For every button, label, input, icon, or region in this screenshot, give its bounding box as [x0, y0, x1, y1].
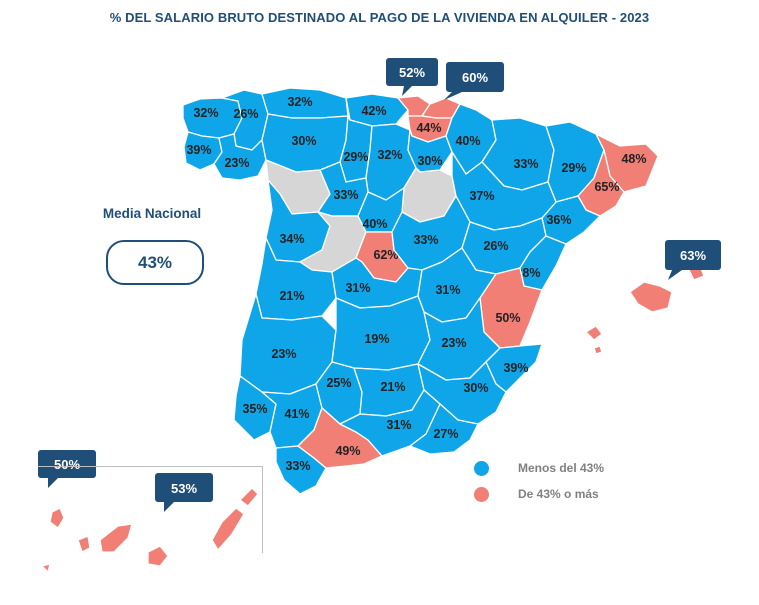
legend-label: De 43% o más: [518, 487, 599, 501]
province-label: 49%: [335, 444, 360, 458]
province-valencia[interactable]: 50%: [479, 267, 543, 349]
province-label: 33%: [285, 459, 310, 473]
province-label: 30%: [417, 154, 442, 168]
legend-dot-icon: [474, 487, 489, 502]
province-asturias[interactable]: 32%: [261, 87, 349, 119]
province-huelva[interactable]: 35%: [233, 375, 277, 441]
province-la-rioja[interactable]: 30%: [407, 129, 453, 173]
province-label: 62%: [373, 248, 398, 262]
province-label: 30%: [291, 134, 316, 148]
province-label: 33%: [333, 188, 358, 202]
province-label: 48%: [621, 152, 646, 166]
province-label: 35%: [242, 402, 267, 416]
province-las-palmas[interactable]: [147, 487, 259, 567]
province-badajoz[interactable]: 23%: [239, 293, 337, 395]
province-tarragona[interactable]: 36%: [541, 195, 601, 245]
callout-santa-cruz-de-tenerife: 50%: [38, 450, 96, 488]
map-title: % DEL SALARIO BRUTO DESTINADO AL PAGO DE…: [109, 10, 650, 25]
province-label: 31%: [435, 283, 460, 297]
callout-gipuzkoa: 60%: [444, 62, 504, 100]
province-label: 26%: [483, 239, 508, 253]
province-label: 41%: [284, 407, 309, 421]
province-label: 23%: [271, 347, 296, 361]
canary-islands-frame: [38, 466, 263, 553]
province-label: 27%: [433, 427, 458, 441]
province-label: 23%: [441, 336, 466, 350]
province-label: 44%: [416, 121, 441, 135]
svg-text:53%: 53%: [171, 481, 197, 496]
province-ciudad-real[interactable]: 19%: [331, 295, 431, 371]
province-label: 26%: [233, 107, 258, 121]
media-nacional-value: 43%: [106, 240, 204, 285]
province-label: 33%: [413, 233, 438, 247]
province-caceres[interactable]: 21%: [255, 237, 337, 321]
province-label: 39%: [186, 143, 211, 157]
province-label: 32%: [193, 106, 218, 120]
province-label: 36%: [546, 213, 571, 227]
province-valladolid[interactable]: 33%: [317, 161, 369, 217]
svg-text:60%: 60%: [462, 70, 488, 85]
province-burgos[interactable]: 32%: [365, 123, 417, 201]
province-lugo[interactable]: 26%: [221, 89, 269, 151]
svg-text:63%: 63%: [680, 248, 706, 263]
province-santa-cruz-de-tenerife[interactable]: [41, 507, 133, 573]
province-label: 33%: [513, 157, 538, 171]
media-nacional-label: Media Nacional: [102, 206, 202, 221]
province-label: 31%: [386, 418, 411, 432]
province-label: 39%: [503, 361, 528, 375]
province-malaga[interactable]: 49%: [297, 407, 383, 469]
province-label: 40%: [362, 217, 387, 231]
province-label: 32%: [377, 148, 402, 162]
province-pontevedra[interactable]: 39%: [183, 131, 223, 171]
province-label: 50%: [495, 311, 520, 325]
province-label: 37%: [469, 189, 494, 203]
callout-illes-balears: 63%: [665, 240, 721, 280]
province-a-coruna[interactable]: 32%: [182, 97, 243, 139]
province-ourense[interactable]: 23%: [213, 133, 267, 181]
province-label: 21%: [380, 380, 405, 394]
province-label: 42%: [361, 104, 386, 118]
svg-text:50%: 50%: [54, 457, 80, 472]
province-label: 32%: [287, 95, 312, 109]
province-segovia[interactable]: 40%: [357, 187, 405, 233]
callout-bizkaia: 52%: [386, 58, 438, 96]
legend-label: Menos del 43%: [518, 461, 605, 475]
province-label: 29%: [343, 150, 368, 164]
province-label: 29%: [561, 161, 586, 175]
callout-las-palmas: 53%: [155, 473, 213, 512]
svg-text:52%: 52%: [399, 65, 425, 80]
province-label: 31%: [345, 281, 370, 295]
province-label: 19%: [364, 332, 389, 346]
legend-dot-icon: [474, 461, 489, 476]
province-huesca[interactable]: 33%: [481, 117, 555, 191]
province-label: 21%: [279, 289, 304, 303]
province-label: 23%: [224, 156, 249, 170]
province-almeria[interactable]: 27%: [409, 403, 479, 455]
province-label: 34%: [279, 232, 304, 246]
province-cordoba[interactable]: 25%: [315, 361, 363, 425]
province-label: 30%: [463, 381, 488, 395]
province-label: 40%: [455, 134, 480, 148]
province-label: 25%: [326, 376, 351, 390]
province-illes-balears[interactable]: [585, 265, 705, 355]
province-barcelona[interactable]: 65%: [577, 149, 625, 217]
province-navarra[interactable]: 40%: [445, 103, 497, 175]
province-salamanca[interactable]: 34%: [265, 179, 331, 263]
province-label: 65%: [594, 180, 619, 194]
